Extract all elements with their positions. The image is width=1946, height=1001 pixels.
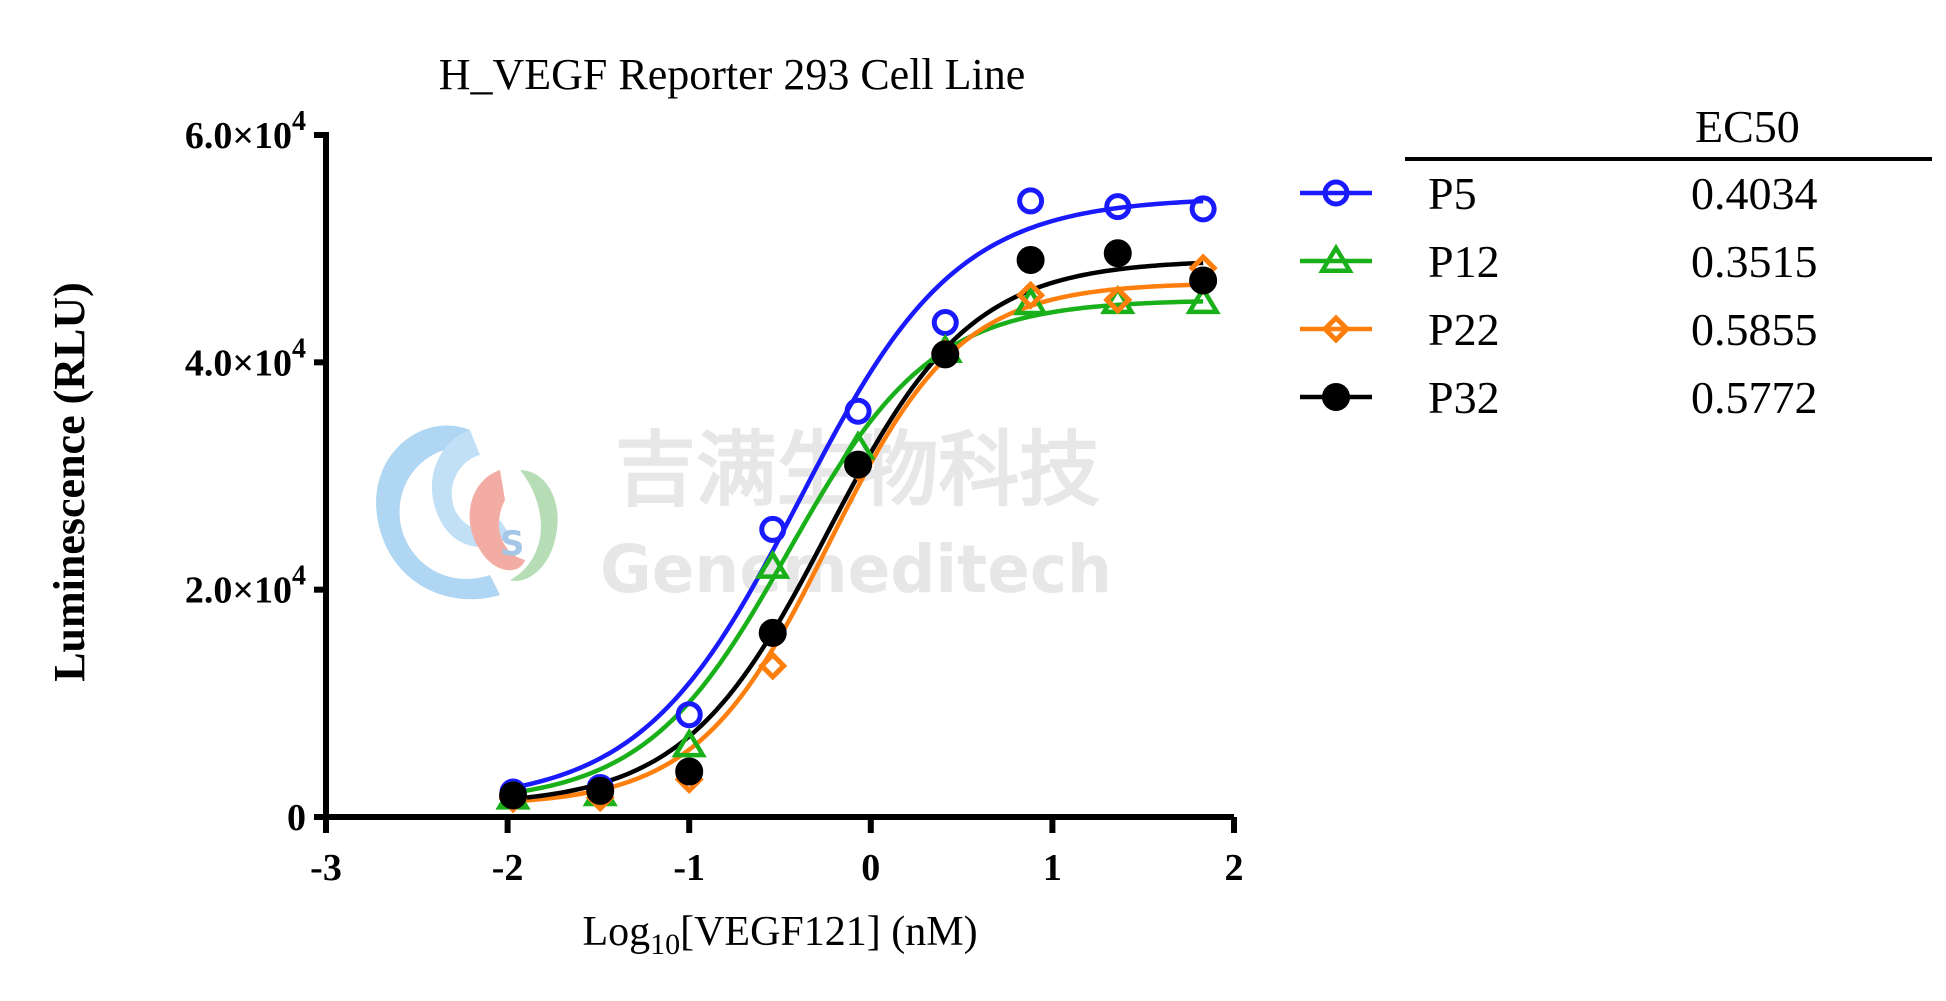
- y-tick-exponent: 4: [292, 333, 306, 364]
- data-point-p32: [758, 618, 787, 647]
- data-point-p12: [755, 549, 791, 579]
- data-point-p5: [1189, 195, 1217, 223]
- data-point-p22: [1016, 280, 1046, 310]
- fit-curve-p22: [512, 282, 1204, 804]
- data-point-p5: [675, 701, 703, 729]
- x-axis-label-rest: [VEGF121] (nM): [680, 909, 977, 955]
- legend-series-name: P32: [1428, 372, 1500, 423]
- x-tick-label: 1: [1043, 847, 1062, 889]
- axes: [323, 132, 1234, 820]
- x-tick-label: -1: [673, 847, 705, 889]
- legend-rows: P5 0.4034 P12 0.3515 P22 0.5855 P32 0.5772: [1300, 168, 1818, 423]
- legend-ec50-value: 0.3515: [1691, 236, 1818, 287]
- fit-curve-p5: [512, 198, 1204, 790]
- watermark-english: Genemeditech: [600, 531, 1112, 608]
- data-point-p5: [1017, 187, 1045, 215]
- watermark-logo-icon: S: [376, 425, 558, 600]
- data-points: [495, 187, 1221, 814]
- data-point-p32: [844, 450, 873, 479]
- x-tick-label: -2: [492, 847, 524, 889]
- x-ticks: -3 -2 -1 0 1 2: [310, 817, 1244, 889]
- chart-title: H_VEGF Reporter 293 Cell Line: [439, 50, 1026, 99]
- data-point-p22: [1103, 285, 1133, 315]
- x-axis-label-log: Log: [582, 909, 650, 955]
- data-point-p32: [931, 340, 960, 369]
- legend-marker-p12: [1318, 243, 1354, 273]
- data-point-p22: [758, 651, 788, 681]
- legend-marker-p22: [1321, 314, 1351, 344]
- y-tick-mantissa: 2.0×10: [185, 570, 292, 612]
- legend-series-name: P5: [1428, 168, 1477, 219]
- legend-header-ec50: EC50: [1695, 101, 1800, 152]
- legend: EC50 P5 0.4034 P12 0.3515 P22 0.5855 P32 0.5772: [1300, 101, 1932, 423]
- y-tick-exponent: 4: [292, 106, 306, 137]
- data-point-p5: [844, 397, 872, 425]
- legend-series-name: P12: [1428, 236, 1500, 287]
- x-axis-label-subscript: 10: [650, 928, 680, 961]
- legend-ec50-value: 0.5855: [1691, 304, 1818, 355]
- svg-text:S: S: [500, 524, 525, 564]
- x-tick-label: 2: [1225, 847, 1244, 889]
- y-tick-mantissa: 6.0×10: [185, 115, 292, 157]
- legend-ec50-value: 0.5772: [1691, 372, 1818, 423]
- data-point-p32: [586, 776, 615, 805]
- legend-marker-p32: [1322, 383, 1350, 411]
- data-point-p12: [1185, 284, 1221, 315]
- data-point-p32: [1189, 266, 1218, 295]
- y-axis-label: Luminescence (RLU): [45, 282, 94, 682]
- legend-row-p12: P12 0.3515: [1300, 236, 1818, 287]
- data-point-p5: [759, 515, 787, 543]
- legend-series-name: P22: [1428, 304, 1500, 355]
- data-point-p5: [931, 309, 959, 337]
- y-tick-label: 0: [287, 797, 306, 839]
- y-tick-label: 2.0×104: [185, 561, 306, 612]
- y-tick-mantissa: 4.0×10: [185, 342, 292, 384]
- legend-row-p5: P5 0.4034: [1300, 168, 1818, 219]
- legend-row-p32: P32 0.5772: [1300, 372, 1818, 423]
- x-tick-label: 0: [861, 847, 880, 889]
- data-point-p5: [1104, 193, 1132, 221]
- data-point-p32: [1016, 246, 1045, 275]
- data-point-p12: [671, 728, 707, 758]
- watermark: S 吉满生物科技 Genemeditech: [376, 423, 1112, 608]
- data-point-p32: [675, 757, 704, 786]
- legend-row-p22: P22 0.5855: [1300, 304, 1818, 355]
- y-tick-label: 4.0×104: [185, 333, 306, 384]
- x-axis-label: Log10[VEGF121] (nM): [582, 909, 977, 961]
- y-tick-exponent: 4: [292, 561, 306, 592]
- legend-marker-p5: [1322, 179, 1350, 207]
- series-p32-points: [499, 239, 1218, 810]
- y-tick-mantissa: 0: [287, 797, 306, 839]
- x-tick-label: -3: [310, 847, 342, 889]
- legend-ec50-value: 0.4034: [1691, 168, 1818, 219]
- y-tick-label: 6.0×104: [185, 106, 306, 157]
- data-point-p32: [1103, 239, 1132, 268]
- data-point-p32: [499, 781, 528, 810]
